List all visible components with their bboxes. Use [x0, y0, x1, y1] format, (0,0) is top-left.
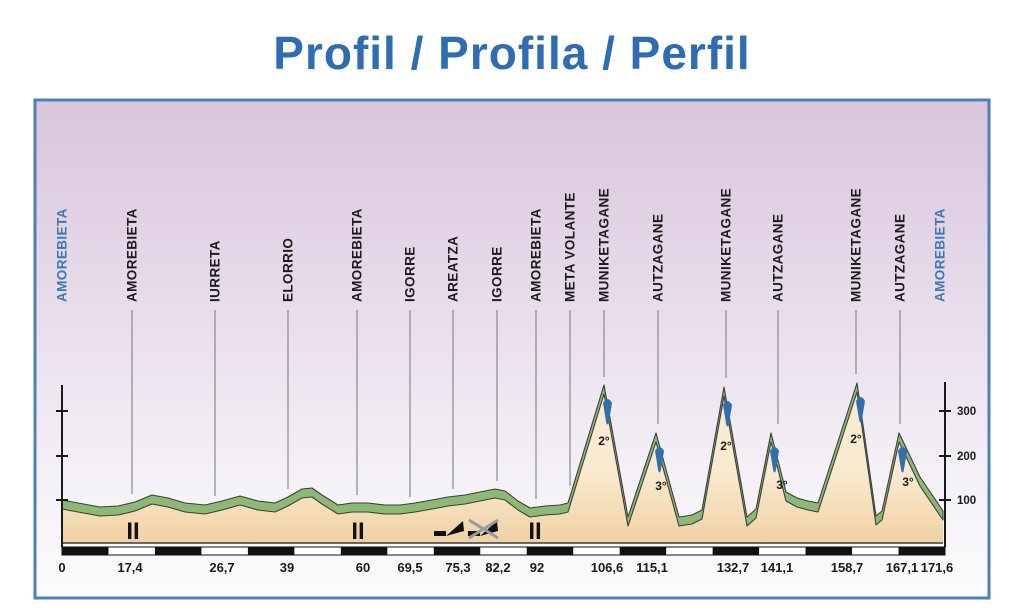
- feed-bar: [434, 531, 446, 536]
- x-axis-tick-label: 82,2: [485, 560, 510, 575]
- x-axis-tick-label: 0: [58, 560, 65, 575]
- x-axis-tick-label: 75,3: [445, 560, 470, 575]
- x-axis-tick-label: 106,6: [591, 560, 624, 575]
- waypoint-label-meta-volante: META VOLANTE: [563, 192, 578, 302]
- x-axis-tick-label: 132,7: [717, 560, 750, 575]
- waypoint-label-areatza: AREATZA: [446, 236, 461, 302]
- climb-category-label: 3°: [776, 478, 788, 492]
- route-icons: II II II: [126, 518, 541, 545]
- scale-bar-segment: [247, 547, 295, 555]
- x-axis-tick-label: 69,5: [397, 560, 422, 575]
- waypoint-label-autzagane: AUTZAGANE: [771, 214, 786, 302]
- waypoint-label-amorebieta: AMOREBIETA: [350, 208, 365, 302]
- finish-line-pass-icon: II: [351, 518, 364, 545]
- climb-marker-icon: [856, 397, 865, 423]
- scale-bar-segment: [433, 547, 481, 555]
- scale-bar-segment: [62, 547, 109, 555]
- waypoint-label-muniketagane: MUNIKETAGANE: [597, 188, 612, 302]
- y-axis-tick-label: 100: [957, 495, 976, 507]
- x-axis-tick-label: 60: [356, 560, 370, 575]
- waypoint-label-amorebieta: AMOREBIETA: [529, 208, 544, 302]
- scale-bar-segment: [805, 547, 853, 555]
- x-axis-tick-label: 167,1: [886, 560, 919, 575]
- waypoint-label-igorre: IGORRE: [403, 246, 418, 302]
- climb-category-label: 2°: [720, 439, 732, 453]
- x-axis-tick-label: 171,6: [921, 560, 954, 575]
- feed-zone-end-icon: [468, 518, 499, 540]
- x-axis-tick-label: 115,1: [636, 560, 668, 575]
- climb-category-label: 2°: [598, 434, 610, 448]
- y-axis-tick-label: 200: [957, 451, 976, 463]
- waypoint-label-muniketagane: MUNIKETAGANE: [849, 188, 864, 302]
- climb-marker-icon: [770, 447, 779, 473]
- finish-line-pass-icon: II: [528, 518, 541, 545]
- x-axis-tick-label: 158,7: [831, 560, 864, 575]
- x-axis-tick-label: 39: [280, 560, 294, 575]
- waypoint-label-iurreta: IURRETA: [208, 240, 223, 302]
- waypoint-drop-lines: [131, 310, 901, 499]
- feed-zone-start-icon: [434, 521, 464, 536]
- scale-bar-segment: [898, 547, 945, 555]
- y-axis-tick-label: 300: [957, 406, 976, 418]
- climb-category-label: 3°: [655, 479, 667, 493]
- scale-bar-segment: [712, 547, 760, 555]
- climb-category-label: 3°: [902, 475, 914, 489]
- climb-marker-icon: [898, 447, 907, 473]
- climb-marker-icon: [723, 401, 732, 427]
- scale-bar-segment: [340, 547, 388, 555]
- waypoint-label-amorebieta: AMOREBIETA: [933, 208, 948, 302]
- waypoint-label-autzagane: AUTZAGANE: [651, 214, 666, 302]
- waypoint-label-autzagane: AUTZAGANE: [893, 214, 908, 302]
- climb-category-label: 2°: [850, 432, 862, 446]
- feed-pennant: [480, 521, 498, 536]
- scale-bar-segment: [619, 547, 667, 555]
- climb-markers: 2° 3° 2° 3° 2° 3°: [598, 397, 914, 493]
- waypoint-label-igorre: IGORRE: [490, 246, 505, 302]
- scale-bar-segment: [154, 547, 202, 555]
- feed-pennant: [446, 521, 464, 536]
- cross-line: [468, 518, 499, 540]
- profile-green-band: [61, 382, 944, 527]
- climb-marker-icon: [603, 399, 612, 425]
- page-title: Profil / Profila / Perfil: [273, 27, 751, 79]
- waypoint-label-muniketagane: MUNIKETAGANE: [719, 188, 734, 302]
- distance-scale-bar: 0 17,4 26,7 39 60 69,5 75,3 82,2 92 106,6 115,1 132…: [58, 546, 954, 575]
- x-axis-tick-label: 17,4: [117, 560, 143, 575]
- axes: 100 200 300: [56, 382, 976, 547]
- x-axis-tick-label: 26,7: [209, 560, 234, 575]
- waypoint-labels: AMOREBIETA AMOREBIETA IURRETA ELORRIO AMOREB…: [55, 188, 948, 302]
- climb-marker-icon: [655, 447, 664, 473]
- waypoint-label-elorrio: ELORRIO: [281, 238, 296, 302]
- finish-line-pass-icon: II: [126, 518, 139, 545]
- elevation-profile: [61, 382, 944, 544]
- scale-bar-segment: [526, 547, 574, 555]
- waypoint-label-amorebieta: AMOREBIETA: [55, 208, 70, 302]
- x-axis-tick-label: 92: [530, 560, 544, 575]
- waypoint-label-amorebieta: AMOREBIETA: [125, 208, 140, 302]
- x-axis-tick-label: 141,1: [761, 560, 794, 575]
